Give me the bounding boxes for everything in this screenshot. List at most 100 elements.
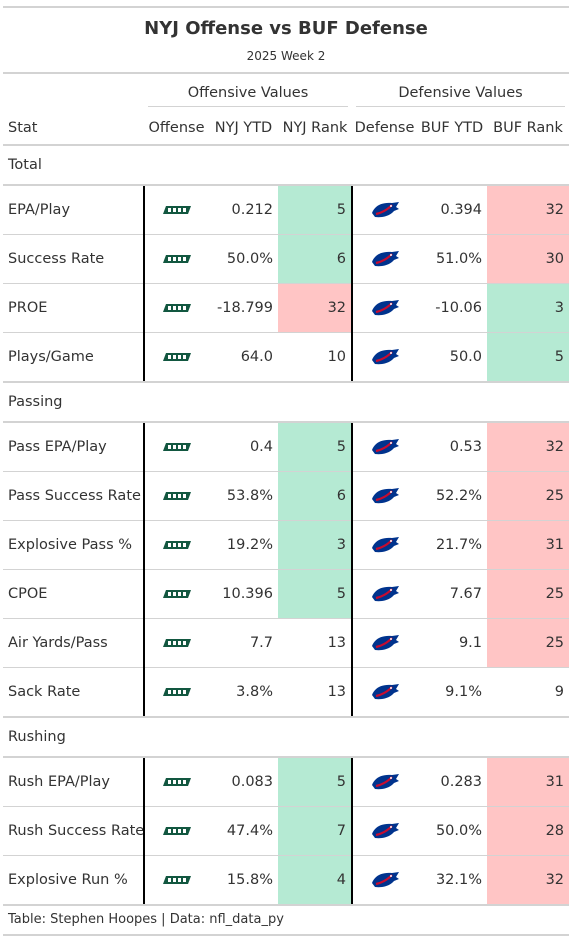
offense-logo-cell <box>143 283 209 333</box>
jets-logo-icon <box>163 255 191 263</box>
defense-logo-cell <box>351 569 418 619</box>
matchup-table-card: NYJ Offense vs BUF Defense 2025 Week 2 O… <box>3 6 570 936</box>
nyj-rank-value: 4 <box>278 855 353 906</box>
defense-logo-cell <box>351 283 418 333</box>
offense-logo-cell <box>143 184 209 235</box>
header-rule <box>3 72 569 74</box>
buf-rank-value: 3 <box>487 283 570 333</box>
offense-logo-cell <box>143 421 209 472</box>
jets-logo-icon <box>163 443 191 451</box>
nyj-ytd-value: 3.8% <box>209 667 278 718</box>
table-row: Success Rate 50.0% 6 51.0% 30 <box>3 234 570 284</box>
nyj-ytd-value: 64.0 <box>209 332 278 383</box>
defense-logo-cell <box>351 806 418 856</box>
offense-logo-cell <box>143 569 209 619</box>
table-source-note: Table: Stephen Hoopes | Data: nfl_data_p… <box>3 906 569 936</box>
nyj-ytd-value: 53.8% <box>209 471 278 521</box>
table-row: PROE -18.799 32 -10.06 3 <box>3 283 570 333</box>
nyj-rank-value: 5 <box>278 421 353 472</box>
offense-logo-cell <box>143 806 209 856</box>
bills-logo-icon <box>372 488 400 504</box>
table-row: Air Yards/Pass 7.7 13 9.1 25 <box>3 618 570 668</box>
defense-logo-cell <box>351 667 418 718</box>
defense-logo-cell <box>351 234 418 284</box>
table-row: Pass Success Rate 53.8% 6 52.2% 25 <box>3 471 570 521</box>
nyj-ytd-value: 0.4 <box>209 421 278 472</box>
bills-logo-icon <box>372 439 400 455</box>
defense-logo-cell <box>351 520 418 570</box>
stats-table: Offensive Values Defensive Values Stat O… <box>3 74 570 906</box>
buf-ytd-value: -10.06 <box>417 283 488 333</box>
bills-logo-icon <box>372 684 400 700</box>
bills-logo-icon <box>372 202 400 218</box>
spanner-row: Offensive Values Defensive Values <box>3 74 569 111</box>
table-row: Explosive Run % 15.8% 4 32.1% 32 <box>3 855 570 906</box>
table-row: Rush Success Rate 47.4% 7 50.0% 28 <box>3 806 570 856</box>
stat-name: Rush EPA/Play <box>3 756 144 807</box>
jets-logo-icon <box>163 639 191 647</box>
jets-logo-icon <box>163 492 191 500</box>
offense-logo-cell <box>143 618 209 668</box>
nyj-rank-value: 6 <box>278 234 353 284</box>
nyj-rank-value: 13 <box>278 667 353 718</box>
nyj-rank-value: 5 <box>278 756 353 807</box>
nyj-ytd-value: 0.212 <box>209 184 278 235</box>
defense-logo-cell <box>351 471 418 521</box>
buf-rank-value: 32 <box>487 855 570 906</box>
stat-name: CPOE <box>3 569 144 619</box>
offense-logo-cell <box>143 471 209 521</box>
nyj-rank-value: 32 <box>278 283 353 333</box>
jets-logo-icon <box>163 688 191 696</box>
table-title: NYJ Offense vs BUF Defense <box>144 18 428 39</box>
bills-logo-icon <box>372 300 400 316</box>
buf-rank-value: 5 <box>487 332 570 383</box>
bills-logo-icon <box>372 872 400 888</box>
bills-logo-icon <box>372 774 400 790</box>
buf-ytd-value: 51.0% <box>417 234 488 284</box>
buf-ytd-value: 9.1% <box>417 667 488 718</box>
table-row: EPA/Play 0.212 5 0.394 32 <box>3 184 570 235</box>
buf-ytd-value: 52.2% <box>417 471 488 521</box>
nyj-rank-value: 13 <box>278 618 353 668</box>
buf-rank-value: 25 <box>487 569 570 619</box>
buf-ytd-value: 7.67 <box>417 569 488 619</box>
stat-name: Explosive Run % <box>3 855 144 906</box>
defense-logo-cell <box>351 184 418 235</box>
nyj-ytd-value: 47.4% <box>209 806 278 856</box>
col-header-offense: Offense <box>144 111 209 146</box>
col-header-nyj-rank: NYJ Rank <box>278 111 353 146</box>
buf-rank-value: 25 <box>487 618 570 668</box>
buf-rank-value: 32 <box>487 184 570 235</box>
col-header-defense: Defense <box>352 111 418 146</box>
nyj-ytd-value: 10.396 <box>209 569 278 619</box>
jets-logo-icon <box>163 876 191 884</box>
offense-logo-cell <box>143 756 209 807</box>
bills-logo-icon <box>372 349 400 365</box>
nyj-rank-value: 5 <box>278 184 353 235</box>
bills-logo-icon <box>372 586 400 602</box>
col-header-buf-ytd: BUF YTD <box>417 111 488 146</box>
buf-ytd-value: 50.0% <box>417 806 488 856</box>
jets-logo-icon <box>163 778 191 786</box>
group-label: Total <box>3 145 570 186</box>
stat-name: Air Yards/Pass <box>3 618 144 668</box>
spanner-offensive: Offensive Values <box>144 74 352 111</box>
buf-ytd-value: 0.283 <box>417 756 488 807</box>
stat-name: PROE <box>3 283 144 333</box>
stat-name: Success Rate <box>3 234 144 284</box>
buf-ytd-value: 21.7% <box>417 520 488 570</box>
buf-ytd-value: 50.0 <box>417 332 488 383</box>
group-row-total: Total <box>3 145 570 186</box>
jets-logo-icon <box>163 590 191 598</box>
stat-name: Pass Success Rate <box>3 471 144 521</box>
nyj-ytd-value: 50.0% <box>209 234 278 284</box>
bills-logo-icon <box>372 635 400 651</box>
defense-logo-cell <box>351 855 418 906</box>
spanner-defensive: Defensive Values <box>352 74 569 111</box>
stat-name: Sack Rate <box>3 667 144 718</box>
top-rule <box>3 6 569 8</box>
nyj-ytd-value: -18.799 <box>209 283 278 333</box>
jets-logo-icon <box>163 353 191 361</box>
table-row: Pass EPA/Play 0.4 5 0.53 32 <box>3 421 570 472</box>
nyj-rank-value: 10 <box>278 332 353 383</box>
